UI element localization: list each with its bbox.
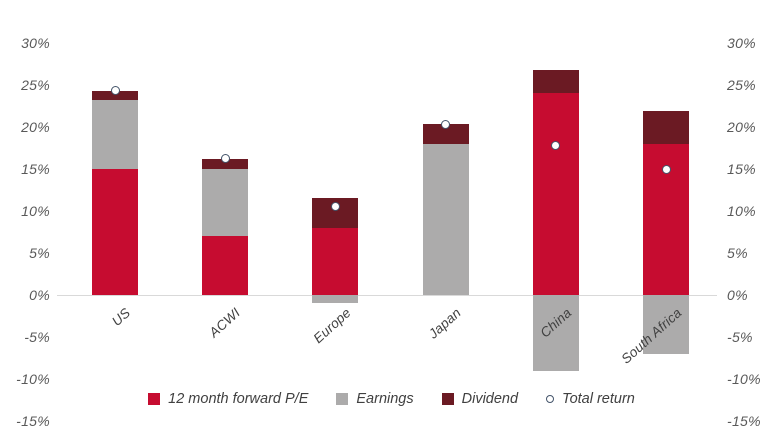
y-tick-right: 5% <box>727 245 748 261</box>
y-tick-right: 0% <box>727 287 748 303</box>
bar-segment <box>643 111 689 144</box>
y-tick-left: 25% <box>21 77 50 93</box>
bar-segment <box>92 90 138 101</box>
y-tick-right: 25% <box>727 77 756 93</box>
legend-label: 12 month forward P/E <box>168 391 309 407</box>
bar-segment <box>643 295 689 354</box>
total-return-marker <box>661 165 671 175</box>
bar-segment <box>422 124 469 144</box>
total-return-marker <box>110 86 120 96</box>
legend-item: Dividend <box>441 391 519 407</box>
y-tick-left: 5% <box>29 245 50 261</box>
bar-segment <box>532 69 579 94</box>
bar-segment <box>312 227 359 295</box>
legend: 12 month forward P/E Earnings Dividend Tota… <box>0 391 783 407</box>
y-tick-right: -15% <box>727 413 761 429</box>
y-tick-left: 30% <box>21 35 50 51</box>
bar-segment <box>532 295 579 371</box>
total-return-marker <box>551 140 561 150</box>
legend-label: Dividend <box>461 391 519 407</box>
bar-segment <box>202 169 249 237</box>
total-return-marker <box>441 119 451 129</box>
bar-segment <box>202 158 249 169</box>
bar-segment <box>202 236 249 295</box>
bar-segment <box>92 169 138 295</box>
legend-circle-swatch <box>546 395 555 403</box>
legend-label: Total return <box>562 391 635 407</box>
total-return-marker <box>330 202 340 212</box>
legend-label: Earnings <box>356 391 414 407</box>
x-category-label: Europe <box>310 305 354 347</box>
y-tick-right: 15% <box>727 161 756 177</box>
y-tick-left: -10% <box>16 371 50 387</box>
y-tick-right: 10% <box>727 203 756 219</box>
y-tick-left: 0% <box>29 287 50 303</box>
bar-segment <box>92 100 138 169</box>
zero-gridline <box>57 295 717 296</box>
x-category-label: US <box>108 305 134 329</box>
legend-square-swatch <box>441 393 454 405</box>
legend-square-swatch <box>336 393 349 405</box>
y-tick-left: -15% <box>16 413 50 429</box>
x-category-label: ACWI <box>206 305 244 341</box>
total-return-marker <box>220 153 230 163</box>
bar-segment <box>422 143 469 295</box>
y-tick-left: 10% <box>21 203 50 219</box>
y-tick-right: -5% <box>727 329 753 345</box>
y-tick-right: -10% <box>727 371 761 387</box>
bar-segment <box>312 295 359 304</box>
bar-segment <box>532 93 579 295</box>
legend-item: Total return <box>546 391 635 407</box>
y-tick-right: 20% <box>727 119 756 135</box>
x-category-label: Japan <box>425 305 464 342</box>
y-tick-left: 15% <box>21 161 50 177</box>
y-tick-right: 30% <box>727 35 756 51</box>
y-tick-left: 20% <box>21 119 50 135</box>
legend-item: 12 month forward P/E <box>148 391 308 407</box>
legend-square-swatch <box>148 393 161 405</box>
legend-item: Earnings <box>336 391 414 407</box>
y-tick-left: -5% <box>24 329 50 345</box>
